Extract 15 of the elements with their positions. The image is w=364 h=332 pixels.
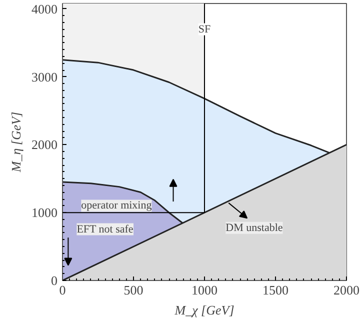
x-tick-label: 1500	[262, 282, 288, 298]
x-tick-label: 1000	[192, 282, 218, 298]
annotation: EFT not safe	[76, 223, 134, 236]
x-tick-label: 2000	[334, 282, 360, 298]
y-tick-label: 2000	[32, 137, 58, 152]
y-axis-title: M_η [GeV]	[8, 112, 24, 174]
x-axis-title: M_χ [GeV]	[174, 302, 234, 318]
annotation: DM unstable	[226, 222, 283, 234]
y-tick-label: 3000	[32, 69, 58, 84]
y-tick-label: 0	[51, 273, 58, 288]
y-tick-label: 4000	[32, 1, 58, 16]
annotation: SF	[198, 23, 211, 36]
y-tick-label: 1000	[32, 205, 58, 220]
x-tick-label: 500	[124, 282, 144, 298]
annotation: operator mixing	[81, 200, 152, 212]
